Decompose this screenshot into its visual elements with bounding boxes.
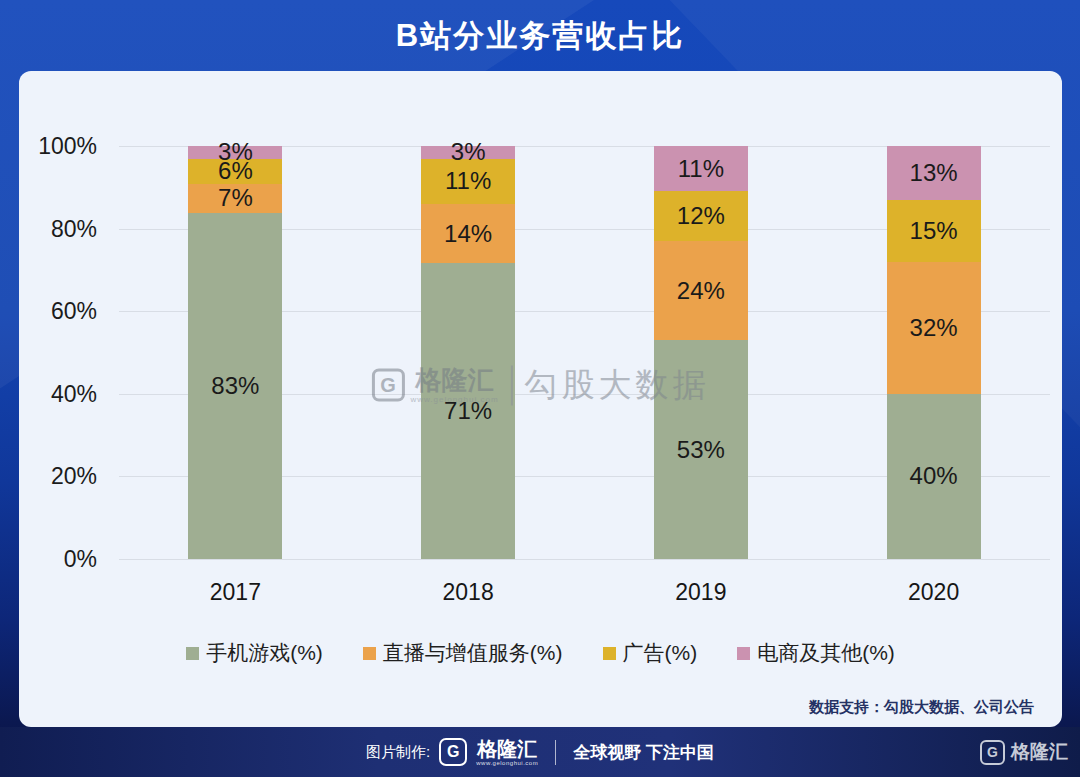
bar-segment-label: 14%: [444, 222, 492, 246]
y-tick-label: 80%: [19, 218, 97, 240]
legend-label: 手机游戏(%): [206, 639, 323, 667]
legend-item: 电商及其他(%): [737, 639, 895, 667]
bar-segment-2018-2: 14%: [421, 204, 515, 262]
x-tick-label: 2019: [641, 579, 761, 606]
bar-segment-label: 11%: [445, 169, 491, 193]
gelonghui-logo-icon: G: [439, 738, 467, 766]
bar-segment-label: 53%: [677, 438, 725, 462]
footer-made-by-label: 图片制作:: [366, 743, 430, 762]
legend-label: 直播与增值服务(%): [383, 639, 563, 667]
bar-segment-label: 24%: [677, 279, 725, 303]
legend-swatch: [603, 647, 616, 660]
y-tick-label: 20%: [19, 465, 97, 487]
legend-item: 手机游戏(%): [186, 639, 323, 667]
watermark-divider: [511, 365, 513, 405]
bar-segment-label: 32%: [910, 316, 958, 340]
footer-brand-url: www.gelonghui.com: [476, 760, 538, 766]
bar-segment-2020-1: 40%: [887, 394, 981, 559]
bar-segment-2017-1: 83%: [188, 213, 282, 559]
bar-segment-label: 11%: [678, 157, 724, 181]
footer-right-brand-label: 格隆汇: [1011, 739, 1068, 765]
gelonghui-logo-icon: G: [980, 740, 1005, 765]
y-tick-label: 40%: [19, 383, 97, 405]
legend-item: 广告(%): [603, 639, 698, 667]
legend-swatch: [186, 647, 199, 660]
bar-segment-label: 7%: [218, 186, 253, 210]
data-source-note: 数据支持：勾股大数据、公司公告: [809, 698, 1034, 717]
chart-card: 0%20%40%60%80%100%83%7%6%3%201771%14%11%…: [19, 71, 1062, 727]
bar-segment-2020-4: 13%: [887, 146, 981, 200]
bar-segment-2017-2: 7%: [188, 184, 282, 213]
bar-segment-2018-3: 11%: [421, 159, 515, 205]
header: B站分业务营收占比: [0, 0, 1080, 71]
watermark: G 格隆汇 www.gelonghui.com 勾股大数据: [371, 363, 709, 408]
legend-swatch: [737, 647, 750, 660]
watermark-url: www.gelonghui.com: [410, 394, 498, 403]
footer: 图片制作: G 格隆汇 www.gelonghui.com 全球视野 下注中国 …: [0, 727, 1080, 777]
watermark-brand: 格隆汇: [416, 367, 494, 394]
y-tick-label: 60%: [19, 300, 97, 322]
gridline: [119, 559, 1050, 560]
bar-segment-label: 15%: [910, 219, 958, 243]
legend: 手机游戏(%) 直播与增值服务(%) 广告(%) 电商及其他(%): [19, 639, 1062, 667]
footer-brand: 格隆汇: [477, 739, 537, 760]
bar-segment-label: 83%: [211, 374, 259, 398]
footer-right-brand: G 格隆汇: [980, 739, 1068, 765]
gelonghui-logo-icon: G 格隆汇 www.gelonghui.com: [371, 367, 498, 403]
bar-segment-2017-4: 3%: [188, 146, 282, 159]
watermark-text: 勾股大数据: [525, 363, 710, 408]
gelonghui-g-icon: G: [371, 368, 404, 401]
legend-label: 电商及其他(%): [757, 639, 895, 667]
bar-segment-2020-2: 32%: [887, 262, 981, 394]
footer-credit: 图片制作: G 格隆汇 www.gelonghui.com 全球视野 下注中国: [366, 738, 714, 766]
bar-segment-label: 3%: [451, 140, 486, 164]
y-tick-label: 100%: [19, 135, 97, 157]
bar-segment-label: 12%: [677, 204, 725, 228]
legend-swatch: [363, 647, 376, 660]
bar-segment-label: 13%: [910, 161, 958, 185]
x-tick-label: 2017: [175, 579, 295, 606]
x-tick-label: 2018: [408, 579, 528, 606]
bar-segment-2019-3: 12%: [654, 191, 748, 241]
legend-label: 广告(%): [623, 639, 698, 667]
bar-segment-2018-1: 71%: [421, 263, 515, 559]
bar-segment-2019-4: 11%: [654, 146, 748, 191]
bar-segment-2018-4: 3%: [421, 146, 515, 159]
page-title: B站分业务营收占比: [396, 15, 684, 57]
bar-segment-label: 40%: [910, 464, 958, 488]
footer-slogan: 全球视野 下注中国: [573, 741, 714, 764]
bar-segment-2020-3: 15%: [887, 200, 981, 262]
bar-segment-label: 3%: [218, 140, 253, 164]
x-tick-label: 2020: [874, 579, 994, 606]
y-tick-label: 0%: [19, 548, 97, 570]
bar-segment-2019-2: 24%: [654, 241, 748, 340]
footer-divider: [555, 740, 556, 765]
legend-item: 直播与增值服务(%): [363, 639, 563, 667]
